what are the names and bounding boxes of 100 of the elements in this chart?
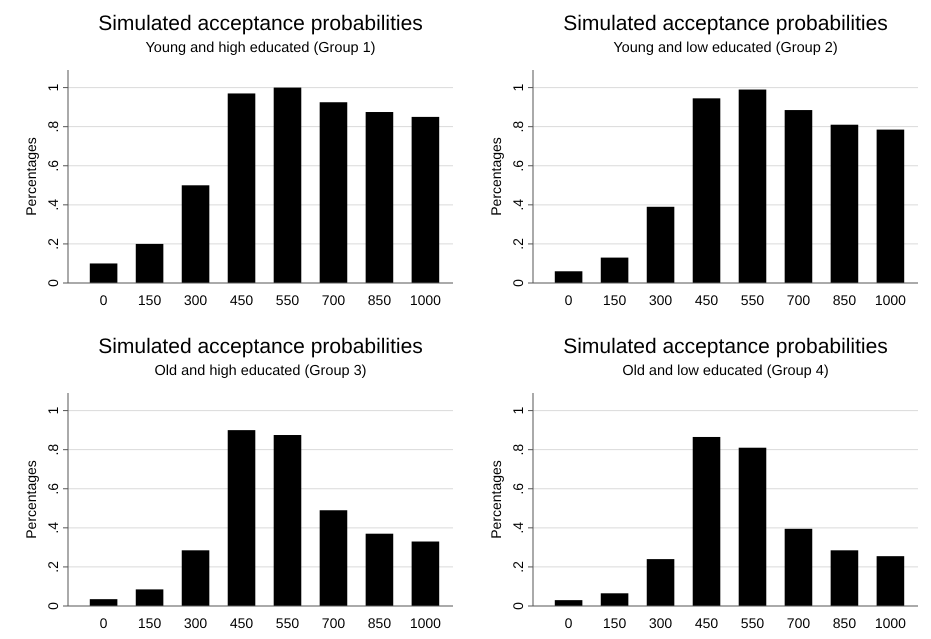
- y-tick-label: .8: [45, 444, 61, 456]
- y-tick-label: .2: [510, 238, 526, 250]
- y-tick-label: 0: [45, 602, 61, 610]
- x-tick-label: 850: [368, 615, 392, 631]
- y-tick-label: .4: [510, 198, 526, 211]
- x-tick-label: 850: [368, 292, 392, 308]
- y-tick-label: 0: [510, 602, 526, 610]
- x-tick-label: 700: [786, 292, 810, 308]
- x-tick-label: 450: [230, 292, 254, 308]
- x-tick-label: 550: [740, 292, 764, 308]
- bar: [366, 112, 394, 283]
- y-tick-label: 1: [45, 83, 61, 92]
- bar: [876, 556, 904, 606]
- y-tick-label: .2: [510, 560, 526, 573]
- bar: [830, 550, 858, 606]
- y-axis-title: Percentages: [488, 137, 504, 216]
- y-tick-label: .2: [45, 560, 61, 573]
- x-tick-label: 1000: [874, 615, 906, 631]
- chart-title: Simulated acceptance probabilities: [98, 335, 423, 358]
- y-tick-label: .2: [45, 238, 61, 250]
- x-tick-label: 300: [184, 615, 208, 631]
- y-tick-label: 1: [45, 406, 61, 414]
- x-tick-label: 700: [786, 615, 810, 631]
- x-tick-label: 150: [602, 292, 626, 308]
- x-tick-label: 150: [602, 615, 626, 631]
- x-tick-label: 0: [100, 292, 108, 308]
- bar: [136, 244, 164, 283]
- y-tick-label: 1: [510, 406, 526, 414]
- bar: [274, 88, 302, 283]
- x-tick-label: 0: [564, 615, 573, 631]
- bar: [554, 271, 582, 283]
- y-tick-label: .8: [510, 444, 526, 456]
- bar: [412, 542, 440, 606]
- bar: [320, 510, 348, 606]
- bar: [784, 528, 812, 606]
- y-tick-label: 1: [510, 83, 526, 92]
- x-tick-label: 0: [564, 292, 573, 308]
- x-tick-label: 150: [138, 615, 162, 631]
- chart-title: Simulated acceptance probabilities: [563, 335, 888, 358]
- bar: [182, 185, 210, 283]
- y-tick-label: .8: [45, 120, 61, 133]
- bar: [320, 102, 348, 283]
- bar: [876, 130, 904, 283]
- x-tick-label: 1000: [410, 615, 442, 631]
- chart-title: Simulated acceptance probabilities: [98, 12, 423, 35]
- x-tick-label: 550: [740, 615, 764, 631]
- x-tick-label: 550: [276, 615, 300, 631]
- chart-subtitle: Old and low educated (Group 4): [622, 363, 829, 379]
- x-tick-label: 1000: [874, 292, 906, 308]
- bar: [228, 93, 256, 283]
- y-axis-title: Percentages: [488, 460, 504, 539]
- bar: [90, 599, 118, 606]
- bar: [646, 559, 674, 606]
- x-tick-label: 300: [648, 615, 672, 631]
- y-tick-label: .6: [45, 160, 61, 172]
- bar: [692, 436, 720, 606]
- x-tick-label: 700: [322, 615, 346, 631]
- bar: [692, 98, 720, 283]
- x-tick-label: 550: [276, 292, 300, 308]
- bar: [412, 116, 440, 283]
- bar: [600, 593, 628, 606]
- x-tick-label: 450: [694, 615, 718, 631]
- bar: [228, 430, 256, 606]
- x-tick-label: 700: [322, 292, 346, 308]
- bar: [784, 110, 812, 283]
- chart-subtitle: Old and high educated (Group 3): [154, 363, 366, 379]
- bar: [90, 263, 118, 283]
- bar: [738, 90, 766, 283]
- x-tick-label: 0: [100, 615, 108, 631]
- y-tick-label: .4: [510, 522, 526, 534]
- y-tick-label: .6: [45, 482, 61, 495]
- chart-subtitle: Young and low educated (Group 2): [613, 40, 838, 56]
- y-axis-title: Percentages: [23, 137, 39, 216]
- y-tick-label: .4: [45, 522, 61, 534]
- y-tick-label: .6: [510, 482, 526, 495]
- x-tick-label: 450: [230, 615, 254, 631]
- y-tick-label: .4: [45, 198, 61, 211]
- x-tick-label: 1000: [410, 292, 442, 308]
- chart-subtitle: Young and high educated (Group 1): [145, 40, 376, 56]
- x-tick-label: 450: [694, 292, 718, 308]
- y-tick-label: .6: [510, 160, 526, 172]
- x-tick-label: 150: [138, 292, 162, 308]
- y-tick-label: 0: [45, 278, 61, 287]
- bar: [738, 448, 766, 606]
- bar: [366, 534, 394, 606]
- x-tick-label: 850: [832, 292, 856, 308]
- bar: [646, 206, 674, 283]
- x-tick-label: 300: [184, 292, 208, 308]
- bar: [136, 589, 164, 606]
- x-tick-label: 850: [832, 615, 856, 631]
- bar: [830, 124, 858, 283]
- bar: [554, 600, 582, 606]
- bar: [274, 435, 302, 606]
- bar: [600, 258, 628, 283]
- y-tick-label: .8: [510, 120, 526, 133]
- chart-title: Simulated acceptance probabilities: [563, 12, 888, 35]
- y-tick-label: 0: [510, 278, 526, 287]
- y-axis-title: Percentages: [23, 460, 39, 539]
- x-tick-label: 300: [648, 292, 672, 308]
- bar: [182, 550, 210, 606]
